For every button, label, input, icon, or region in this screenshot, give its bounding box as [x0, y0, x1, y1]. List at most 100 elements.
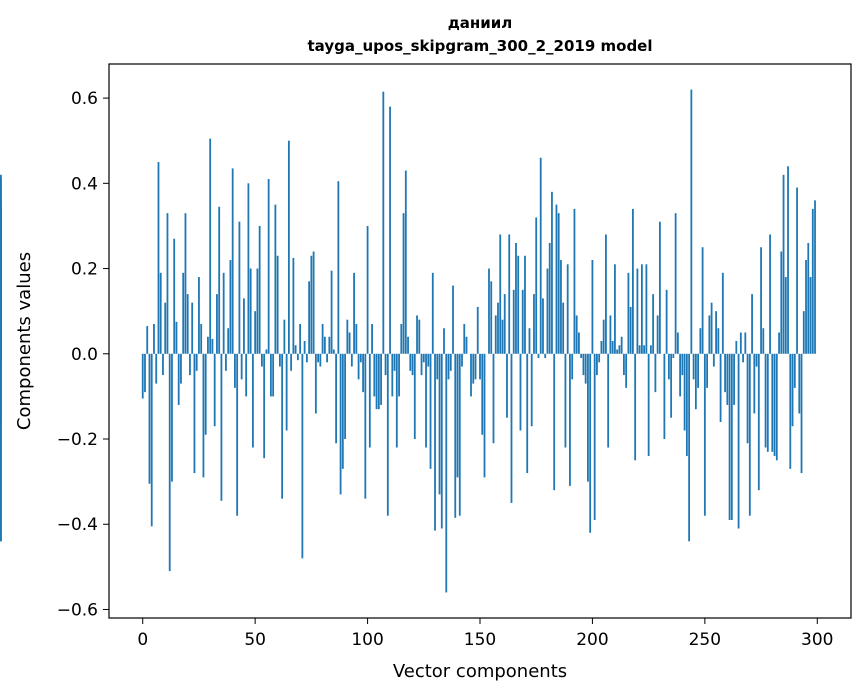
bar — [373, 354, 375, 397]
bar — [198, 277, 200, 354]
bar — [416, 315, 418, 353]
bar — [738, 354, 740, 529]
bar — [693, 354, 695, 380]
bar — [783, 175, 785, 354]
y-tick-label: 0.2 — [71, 260, 98, 280]
bar — [742, 354, 744, 363]
bar — [160, 273, 162, 354]
bar — [466, 337, 468, 354]
bar — [690, 90, 692, 354]
bar — [286, 354, 288, 431]
bar — [574, 209, 576, 354]
bar — [636, 269, 638, 354]
bar — [515, 243, 517, 354]
x-axis-label: Vector components — [393, 661, 567, 682]
bar — [203, 354, 205, 478]
bar — [185, 213, 187, 354]
bar — [158, 162, 160, 354]
bar — [751, 294, 753, 354]
bar — [513, 290, 515, 354]
x-tick-label: 150 — [464, 630, 496, 650]
bar — [0, 222, 2, 354]
bar — [639, 345, 641, 354]
x-tick-label: 300 — [801, 630, 833, 650]
bar — [499, 234, 501, 353]
bar — [236, 354, 238, 516]
bar — [326, 354, 328, 363]
bar — [176, 322, 178, 354]
bar — [531, 354, 533, 426]
bar — [508, 234, 510, 353]
bar — [387, 354, 389, 516]
y-tick-label: −0.2 — [57, 430, 98, 450]
bar — [443, 328, 445, 354]
bar — [400, 324, 402, 354]
bar — [810, 277, 812, 354]
bar — [596, 354, 598, 375]
bar — [232, 168, 234, 353]
bar — [270, 354, 272, 397]
bar — [643, 345, 645, 354]
bar — [268, 179, 270, 354]
bar — [794, 354, 796, 388]
bar — [585, 354, 587, 384]
bar — [571, 354, 573, 380]
bar — [450, 354, 452, 371]
bar — [726, 354, 728, 405]
bar — [479, 354, 481, 380]
bar — [230, 260, 232, 354]
bar — [688, 354, 690, 542]
bar — [261, 354, 263, 367]
bar — [306, 354, 308, 363]
bar — [769, 234, 771, 353]
bar — [412, 354, 414, 375]
bar — [212, 339, 214, 354]
bar — [670, 354, 672, 418]
bar — [720, 354, 722, 422]
bar — [461, 354, 463, 367]
bar — [209, 139, 211, 354]
bar — [587, 354, 589, 482]
bar — [301, 354, 303, 559]
bar — [248, 183, 250, 353]
bar — [272, 354, 274, 397]
bar — [490, 281, 492, 353]
bar — [254, 311, 256, 354]
bar — [657, 315, 659, 353]
bar — [274, 205, 276, 354]
bar — [194, 354, 196, 473]
bar — [378, 354, 380, 409]
bar — [544, 354, 546, 358]
bar — [675, 213, 677, 354]
y-tick-label: 0.0 — [71, 345, 98, 365]
bar — [241, 354, 243, 380]
bar — [679, 354, 681, 397]
bar — [744, 332, 746, 353]
bar — [787, 166, 789, 354]
bar — [551, 192, 553, 354]
bar — [304, 341, 306, 354]
bar — [149, 354, 151, 484]
bar — [369, 354, 371, 448]
bar — [389, 107, 391, 354]
bar — [333, 350, 335, 354]
bar — [441, 354, 443, 529]
x-tick-label: 200 — [576, 630, 608, 650]
bar — [659, 222, 661, 354]
bar — [686, 354, 688, 456]
bar — [576, 315, 578, 353]
bar — [699, 328, 701, 354]
bar — [780, 252, 782, 354]
bar — [740, 332, 742, 353]
bar — [717, 328, 719, 354]
bar — [628, 273, 630, 354]
bar — [495, 315, 497, 353]
bar — [207, 337, 209, 354]
bar — [292, 258, 294, 354]
bar — [805, 260, 807, 354]
bar — [403, 213, 405, 354]
bar — [706, 354, 708, 388]
bar — [812, 209, 814, 354]
bar — [607, 354, 609, 448]
